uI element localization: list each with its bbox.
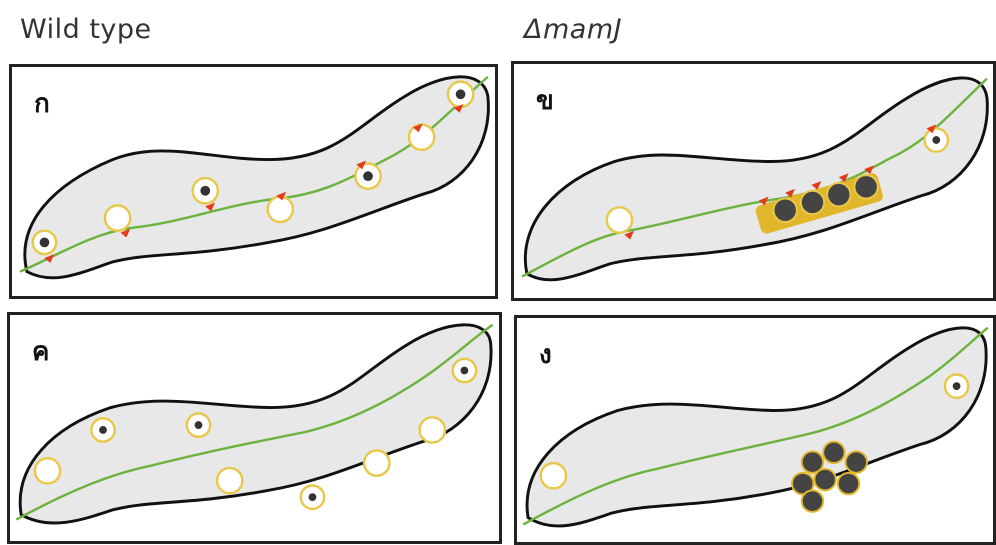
panel-a-drawing — [19, 75, 490, 280]
magnetosome — [799, 189, 826, 216]
magnetosome — [813, 467, 837, 492]
magnetosome — [844, 450, 868, 474]
magnetosome — [354, 162, 382, 191]
magnetosome — [539, 461, 568, 490]
magnetosome — [446, 80, 475, 109]
actin-filament — [15, 323, 494, 521]
motor-arrow — [811, 181, 822, 190]
magnetosome — [362, 449, 391, 477]
motor-arrow — [44, 254, 55, 263]
actin-filament — [522, 326, 989, 526]
motor-arrow — [276, 191, 287, 201]
magnetosome — [800, 450, 825, 474]
magnetosome — [191, 176, 220, 205]
magnetosome — [266, 195, 295, 224]
magnetosome — [923, 127, 950, 153]
motor-arrow — [120, 228, 131, 238]
panel-c: ค — [7, 312, 502, 544]
magnetosome — [605, 206, 634, 234]
panel-d: ง — [514, 315, 996, 545]
mutant-header: ΔmamJ — [524, 14, 623, 45]
panel-label: ข — [536, 86, 554, 116]
magnetosome — [800, 489, 825, 513]
motor-arrows — [44, 104, 464, 263]
magnetosome — [772, 197, 798, 223]
magnetosome-group — [31, 80, 475, 256]
cell-body — [525, 326, 988, 528]
panel-b-drawing — [521, 76, 989, 282]
magnetosome — [90, 417, 116, 443]
magnetosome — [33, 456, 62, 485]
motor-arrow — [412, 123, 423, 133]
panel-a: ก — [9, 64, 498, 299]
cell-body — [523, 76, 989, 282]
motor-arrow — [758, 196, 769, 206]
motor-arrow — [356, 160, 367, 170]
magnetosome-cluster — [791, 440, 868, 513]
magnetosome — [31, 229, 58, 256]
panel-d-drawing — [522, 326, 989, 528]
magnetosome-group — [539, 373, 970, 490]
magnetosome-group — [33, 357, 478, 511]
actin-filament — [521, 77, 988, 278]
motor-arrow — [926, 124, 937, 134]
magnetosome — [836, 471, 861, 496]
panel-label: ง — [539, 340, 552, 370]
magnetosome — [185, 412, 212, 438]
motor-arrow — [205, 202, 216, 212]
panel-label: ก — [34, 89, 50, 119]
cell-body — [23, 75, 490, 280]
magnetosome — [822, 440, 846, 465]
magnetosome — [215, 466, 244, 495]
motor-arrow — [785, 188, 795, 198]
wild-type-header: Wild type — [20, 14, 152, 45]
magnetosome — [418, 416, 447, 444]
magnetosome — [791, 471, 815, 496]
magnetosome — [943, 373, 970, 400]
magnetosome — [103, 204, 132, 232]
motor-arrow — [864, 165, 874, 175]
panel-b: ข — [511, 61, 996, 301]
panel-c-drawing — [15, 323, 494, 525]
magnetosome — [451, 357, 478, 384]
magnetosome — [299, 484, 326, 511]
cell-body — [18, 323, 493, 525]
motor-arrow — [453, 104, 464, 113]
magnetosome — [407, 123, 436, 152]
panel-label: ค — [32, 337, 50, 367]
motor-arrow — [838, 173, 849, 182]
motor-arrow — [624, 230, 635, 240]
magnetosome-group — [605, 127, 950, 234]
magnetosome — [853, 174, 879, 200]
magnetosome — [826, 181, 852, 208]
motor-arrows — [624, 124, 937, 240]
